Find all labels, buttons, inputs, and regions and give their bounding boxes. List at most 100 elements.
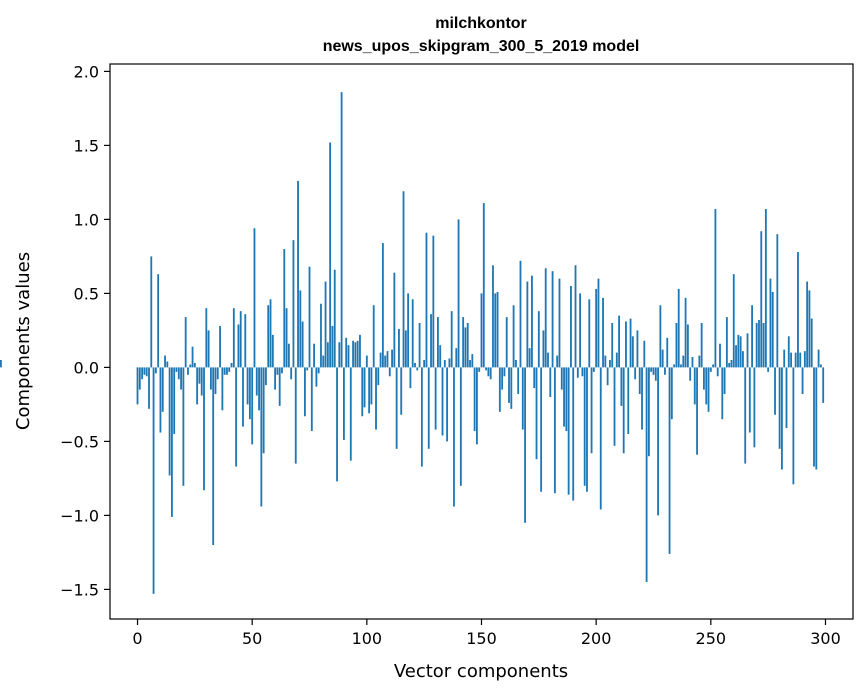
bar-72 <box>301 321 304 368</box>
bar-214 <box>627 367 630 434</box>
bar-293 <box>808 290 811 368</box>
bar-181 <box>551 271 554 368</box>
bar-253 <box>716 367 719 377</box>
bar-141 <box>459 367 462 486</box>
bar-206 <box>609 360 611 368</box>
bar-196 <box>586 367 588 492</box>
bar-264 <box>742 351 744 368</box>
bar-48 <box>246 367 249 405</box>
bar-102 <box>370 367 373 405</box>
bar-149 <box>478 367 481 372</box>
bar-127 <box>427 367 430 449</box>
bar-180 <box>549 367 552 397</box>
chart-subtitle: news_upos_skipgram_300_5_2019 model <box>323 38 640 55</box>
bar-67 <box>290 367 293 380</box>
bar-287 <box>794 352 797 368</box>
bar-140 <box>457 219 460 368</box>
bar-229 <box>661 349 664 368</box>
x-axis-label: Vector components <box>394 661 568 682</box>
bar-11 <box>161 367 164 412</box>
bar-170 <box>526 281 529 368</box>
bar-208 <box>613 367 616 446</box>
bar-283 <box>785 367 788 429</box>
bar-123 <box>418 323 421 368</box>
bar-119 <box>409 367 412 389</box>
bar-50 <box>251 367 254 445</box>
bar-3 <box>143 367 146 375</box>
bar-298 <box>819 364 822 368</box>
y-tick-label-5: 1.0 <box>74 210 99 229</box>
bar-263 <box>739 336 742 368</box>
bar-190 <box>572 367 575 501</box>
bar-162 <box>508 367 510 403</box>
bar-71 <box>299 290 302 368</box>
bar-125 <box>423 360 426 368</box>
bar-193 <box>579 293 582 368</box>
bar-182 <box>553 367 556 494</box>
bar-143 <box>464 327 467 368</box>
bar-75 <box>308 266 311 368</box>
bar-254 <box>719 343 721 368</box>
bar-106 <box>379 352 382 368</box>
bar-217 <box>634 367 637 380</box>
y-tick-label-3: 0.0 <box>74 358 99 377</box>
bar-49 <box>248 367 251 420</box>
bar-175 <box>537 311 540 368</box>
bar-279 <box>776 234 779 368</box>
bar-134 <box>443 360 446 368</box>
bar-173 <box>533 367 536 389</box>
bar-195 <box>583 367 586 486</box>
bar-65 <box>285 308 288 368</box>
bar-87 <box>336 367 338 482</box>
bar-90 <box>342 367 345 440</box>
bar-205 <box>606 367 609 386</box>
bar-260 <box>732 274 735 368</box>
bar-17 <box>175 367 178 372</box>
bar-187 <box>565 367 568 432</box>
bar-93 <box>349 367 352 461</box>
bar-286 <box>792 367 795 485</box>
bar-84 <box>329 142 332 368</box>
bar-43 <box>235 367 238 467</box>
bar-146 <box>471 354 474 368</box>
bar-259 <box>730 360 733 368</box>
bar-210 <box>618 315 621 368</box>
bar-243 <box>693 367 696 405</box>
bar-14 <box>168 367 171 476</box>
bar-111 <box>391 349 393 368</box>
bar-228 <box>659 305 662 368</box>
bar-5 <box>148 367 150 409</box>
bar-256 <box>723 367 726 395</box>
y-tick-label-1: −1.0 <box>60 506 99 525</box>
bar-237 <box>680 364 682 368</box>
bar-272 <box>760 231 763 368</box>
bar-27 <box>198 367 201 384</box>
bar-118 <box>407 293 410 368</box>
bar-2 <box>141 367 144 380</box>
x-axis: 0 50 100 150 200 250 300 <box>132 619 841 648</box>
bar-239 <box>684 297 687 368</box>
bar-4 <box>145 367 148 377</box>
x-tick-label-100: 100 <box>352 629 383 648</box>
bar-191 <box>574 265 577 368</box>
bar-109 <box>386 351 389 368</box>
bar-98 <box>361 367 364 417</box>
bar-145 <box>469 360 471 368</box>
bar-42 <box>232 308 235 368</box>
bar-189 <box>570 286 572 368</box>
bar-222 <box>645 367 648 582</box>
bar-32 <box>209 367 212 390</box>
chart-title: milchkontor <box>435 15 527 32</box>
bar-251 <box>712 364 715 368</box>
bar-268 <box>751 305 754 368</box>
bar-238 <box>682 355 685 368</box>
bar-80 <box>320 303 322 368</box>
bar-241 <box>689 367 692 381</box>
y-tick-label-2: −0.5 <box>60 432 99 451</box>
bar-240 <box>686 324 689 368</box>
bar-233 <box>670 367 673 420</box>
bar-30 <box>205 308 208 368</box>
bar-163 <box>510 367 513 409</box>
bar-152 <box>485 367 487 371</box>
bar-156 <box>494 293 497 368</box>
